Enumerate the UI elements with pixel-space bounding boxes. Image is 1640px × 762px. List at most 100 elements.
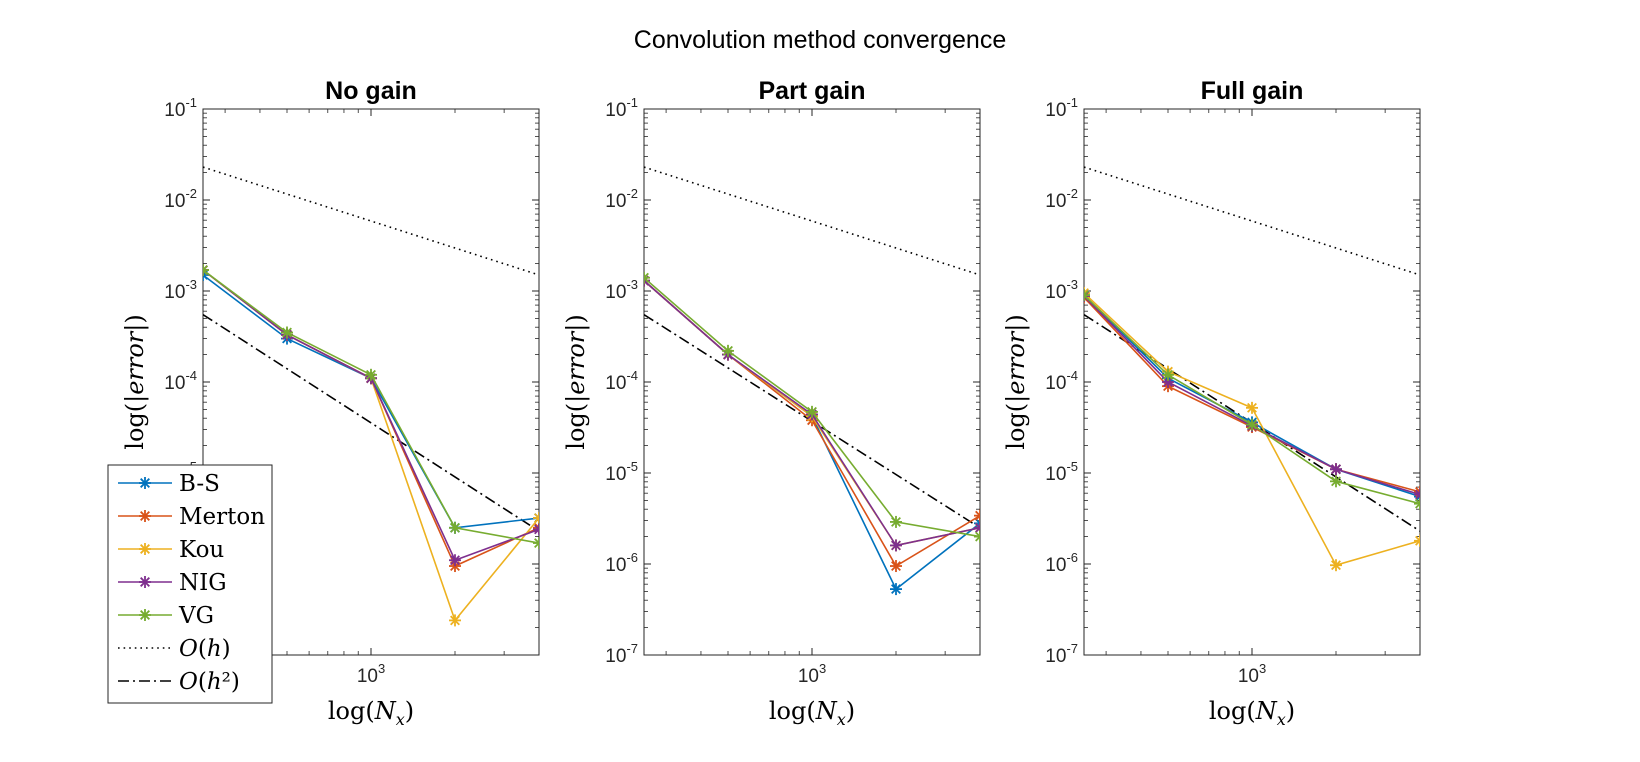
legend-entry: Merton bbox=[118, 504, 265, 530]
figure-title: Convolution method convergence bbox=[634, 26, 1006, 54]
legend-label: VG bbox=[178, 603, 214, 629]
legend-marker bbox=[139, 609, 151, 621]
series-vg-point bbox=[890, 515, 902, 528]
plot-area bbox=[203, 166, 539, 627]
series-kou-point bbox=[449, 614, 461, 627]
y-tick-label: 10-2 bbox=[1045, 186, 1078, 212]
series-vg-point bbox=[806, 405, 818, 418]
legend-label: NIG bbox=[179, 570, 227, 596]
reference-line-oh2 bbox=[203, 313, 539, 532]
series-vg-point bbox=[974, 530, 980, 543]
subplots: No gain 10-1 10-2 10-3 10-4 10-5 10-6 10-7 103 lo… bbox=[121, 77, 1421, 729]
series-vg-point bbox=[1330, 475, 1342, 488]
series-nig-point bbox=[533, 523, 539, 536]
legend-box bbox=[107, 464, 273, 704]
series-merton bbox=[644, 274, 980, 573]
y-tick-label: 10-1 bbox=[1045, 95, 1078, 121]
legend-label: B-S bbox=[179, 471, 220, 497]
x-axis-label: log(Nx) bbox=[328, 697, 414, 729]
series-kou-point bbox=[1414, 534, 1420, 547]
legend-label: O(h) bbox=[179, 636, 231, 662]
axes-box bbox=[643, 108, 981, 656]
axes-box bbox=[1083, 108, 1421, 656]
x-axis-label: log(Nx) bbox=[1209, 697, 1295, 729]
tick-marks bbox=[644, 108, 981, 656]
series-kou-point bbox=[533, 512, 539, 525]
legend-label: Merton bbox=[179, 504, 265, 530]
x-tick-label: 103 bbox=[357, 661, 385, 687]
y-tick-label: 10-5 bbox=[605, 459, 638, 485]
reference-line-oh bbox=[644, 166, 980, 276]
legend-entry: NIG bbox=[118, 570, 227, 596]
y-tick-label: 10-6 bbox=[1045, 550, 1078, 576]
legend-label: O(h²) bbox=[179, 669, 240, 695]
y-tick-label: 10-5 bbox=[1045, 459, 1078, 485]
legend-marker bbox=[139, 543, 151, 555]
legend-entry: B-S bbox=[118, 471, 220, 497]
legend-entry: O(h²) bbox=[118, 669, 240, 695]
series-kou-point bbox=[1330, 559, 1342, 572]
y-tick-label: 10-7 bbox=[1045, 641, 1078, 667]
y-tick-label: 10-4 bbox=[605, 368, 638, 394]
x-tick-label: 103 bbox=[798, 661, 826, 687]
series-vg-line bbox=[1084, 294, 1420, 505]
series-nig-line bbox=[1084, 295, 1420, 496]
y-tick-label: 10-7 bbox=[605, 641, 638, 667]
subplot-title: Part gain bbox=[759, 77, 866, 105]
series-nig-point bbox=[974, 521, 980, 534]
series-bs bbox=[644, 274, 980, 596]
series-nig-point bbox=[890, 539, 902, 552]
series-vg bbox=[644, 271, 980, 543]
y-axis-label: log(|error|) bbox=[562, 314, 591, 449]
series-bs-point bbox=[890, 583, 902, 596]
series-vg-point bbox=[281, 326, 293, 339]
plot-area bbox=[1084, 166, 1420, 572]
series-vg-point bbox=[1246, 418, 1258, 431]
series-nig-point bbox=[1414, 488, 1420, 501]
y-tick-label: 10-1 bbox=[164, 95, 197, 121]
series-vg-point bbox=[449, 521, 461, 534]
legend-entry: VG bbox=[118, 603, 214, 629]
legend-label: Kou bbox=[179, 537, 224, 563]
legend-entry: O(h) bbox=[118, 636, 231, 662]
series-vg-point bbox=[644, 271, 650, 284]
series-merton bbox=[1084, 291, 1420, 498]
reference-line-oh bbox=[1084, 166, 1420, 276]
subplot-2: Part gain 10-1 10-2 10-3 10-4 10-5 10-6 10-7 103… bbox=[562, 77, 981, 729]
series-merton-point bbox=[890, 560, 902, 573]
y-axis-label: log(|error|) bbox=[121, 314, 150, 449]
y-tick-label: 10-3 bbox=[605, 277, 638, 303]
series-merton-line bbox=[1084, 296, 1420, 493]
y-tick-label: 10-3 bbox=[164, 277, 197, 303]
series-nig-point bbox=[449, 554, 461, 567]
series-vg-point bbox=[1162, 368, 1174, 381]
legend-marker bbox=[139, 477, 151, 489]
plot-area bbox=[644, 166, 980, 596]
series-vg bbox=[203, 264, 539, 550]
legend: B-S Merton Kou NIG VG O(h) O(h²) bbox=[107, 464, 273, 704]
y-tick-label: 10-2 bbox=[605, 186, 638, 212]
legend-marker bbox=[139, 576, 151, 588]
y-tick-label: 10-1 bbox=[605, 95, 638, 121]
series-vg bbox=[1084, 289, 1420, 510]
y-tick-label: 10-4 bbox=[164, 368, 197, 394]
subplot-3: Full gain 10-1 10-2 10-3 10-4 10-5 10-6 10-7 103… bbox=[1002, 77, 1421, 729]
series-merton-point bbox=[974, 509, 980, 522]
legend-entry: Kou bbox=[118, 537, 224, 563]
series-vg-point bbox=[1414, 497, 1420, 510]
series-vg-point bbox=[1084, 289, 1090, 302]
series-bs bbox=[1084, 289, 1420, 503]
y-tick-label: 10-4 bbox=[1045, 368, 1078, 394]
y-tick-label: 10-6 bbox=[605, 550, 638, 576]
series-vg-point bbox=[203, 264, 209, 277]
y-tick-label: 10-2 bbox=[164, 186, 197, 212]
x-tick-label: 103 bbox=[1238, 661, 1266, 687]
y-tick-label: 10-3 bbox=[1045, 277, 1078, 303]
series-nig-point bbox=[1330, 463, 1342, 476]
tick-marks bbox=[1084, 108, 1421, 656]
series-kou-point bbox=[1246, 401, 1258, 414]
series-bs-line bbox=[644, 280, 980, 591]
series-nig bbox=[1084, 290, 1420, 501]
y-axis-label: log(|error|) bbox=[1002, 314, 1031, 449]
